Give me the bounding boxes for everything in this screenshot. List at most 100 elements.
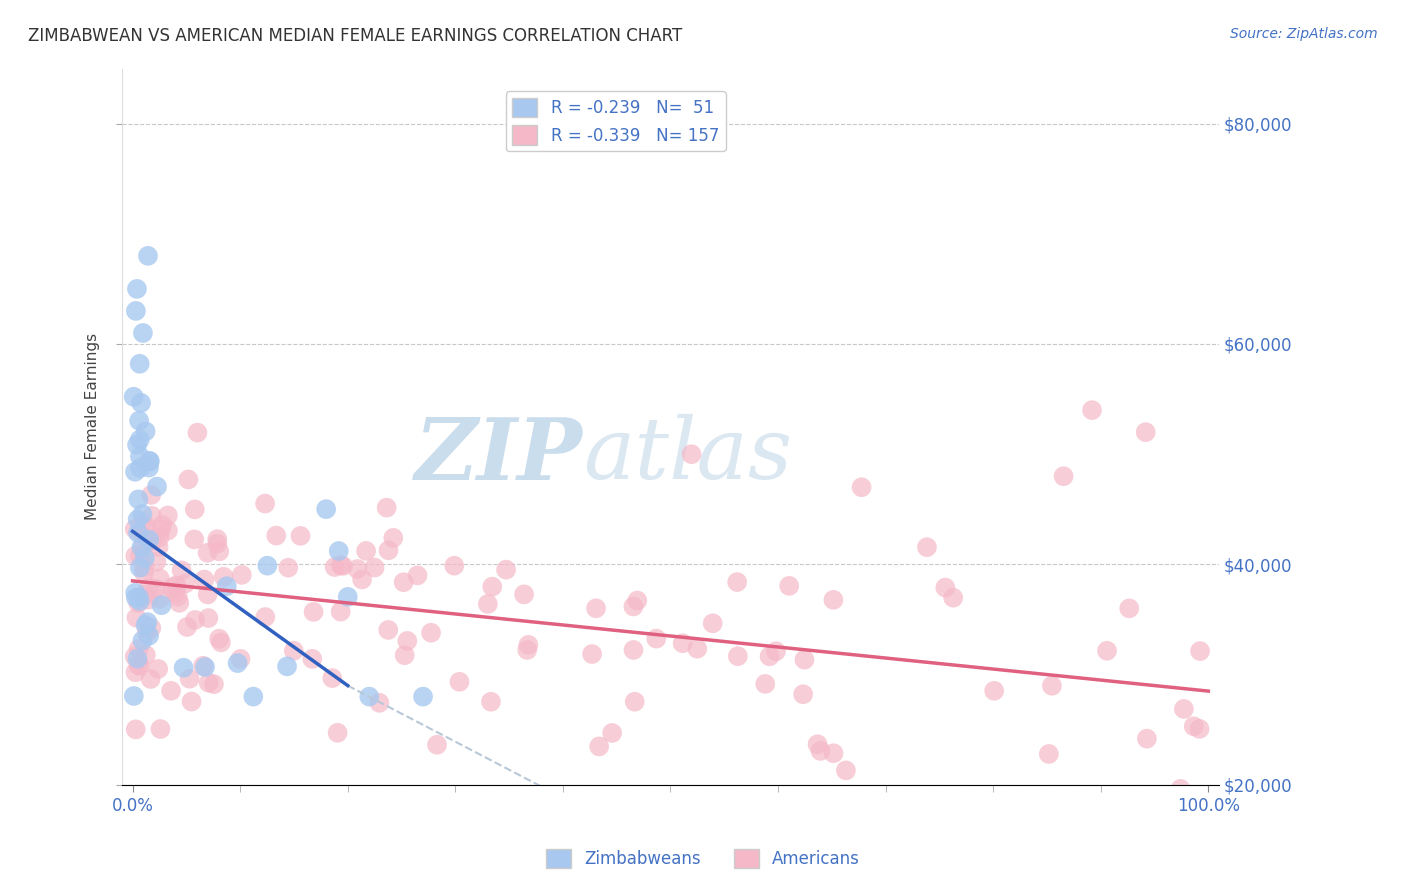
Point xyxy=(141,621,163,635)
Point xyxy=(329,605,352,619)
Point xyxy=(122,689,145,703)
Point xyxy=(122,390,145,404)
Point xyxy=(915,540,938,554)
Text: ZIMBABWEAN VS AMERICAN MEDIAN FEMALE EARNINGS CORRELATION CHART: ZIMBABWEAN VS AMERICAN MEDIAN FEMALE EAR… xyxy=(28,27,682,45)
Point xyxy=(1192,828,1215,842)
Point xyxy=(420,625,443,640)
Point xyxy=(124,549,146,563)
Point xyxy=(823,746,845,760)
Point xyxy=(600,726,623,740)
Point xyxy=(197,611,219,625)
Point xyxy=(754,677,776,691)
Point xyxy=(184,613,207,627)
Point xyxy=(129,658,152,673)
Point xyxy=(934,581,956,595)
Point xyxy=(1038,747,1060,761)
Point xyxy=(127,658,149,673)
Point xyxy=(124,586,146,600)
Point xyxy=(392,575,415,590)
Point xyxy=(131,516,153,531)
Point xyxy=(138,454,160,468)
Point xyxy=(226,656,249,670)
Point xyxy=(585,601,607,615)
Point xyxy=(138,460,160,475)
Point xyxy=(135,625,157,640)
Point xyxy=(197,587,219,601)
Point xyxy=(128,357,150,371)
Point xyxy=(623,643,645,657)
Point xyxy=(328,544,350,558)
Point xyxy=(368,696,391,710)
Point xyxy=(229,652,252,666)
Point xyxy=(377,623,399,637)
Point xyxy=(754,844,776,858)
Point xyxy=(686,641,709,656)
Point xyxy=(134,588,156,602)
Point xyxy=(254,610,277,624)
Point xyxy=(835,764,858,778)
Point xyxy=(128,594,150,608)
Point xyxy=(207,532,229,546)
Point xyxy=(208,632,231,646)
Point xyxy=(148,591,170,606)
Point xyxy=(354,544,377,558)
Point xyxy=(177,472,200,486)
Point xyxy=(129,549,152,563)
Point xyxy=(127,512,149,526)
Point xyxy=(581,647,603,661)
Point xyxy=(1170,781,1192,796)
Point xyxy=(516,643,538,657)
Point xyxy=(256,558,278,573)
Point xyxy=(942,591,965,605)
Point xyxy=(702,616,724,631)
Point xyxy=(127,651,149,665)
Point xyxy=(778,579,800,593)
Point xyxy=(156,508,179,523)
Point xyxy=(197,546,219,560)
Point xyxy=(149,722,172,736)
Point xyxy=(315,502,337,516)
Point xyxy=(1182,719,1205,733)
Point xyxy=(145,555,167,569)
Point xyxy=(128,591,150,605)
Point xyxy=(134,560,156,574)
Point xyxy=(725,575,748,590)
Point xyxy=(1095,644,1118,658)
Point xyxy=(128,560,150,574)
Point xyxy=(125,282,148,296)
Point xyxy=(141,508,163,523)
Point xyxy=(254,497,277,511)
Point xyxy=(170,563,193,577)
Point xyxy=(672,636,695,650)
Point xyxy=(135,648,157,662)
Point xyxy=(765,644,787,658)
Legend: R = -0.239   N=  51, R = -0.339   N= 157: R = -0.239 N= 51, R = -0.339 N= 157 xyxy=(506,91,725,152)
Point xyxy=(148,531,170,545)
Point xyxy=(149,523,172,537)
Point xyxy=(321,671,343,685)
Point xyxy=(396,634,419,648)
Point xyxy=(135,425,157,439)
Point xyxy=(148,540,170,554)
Point xyxy=(184,502,207,516)
Point xyxy=(517,638,540,652)
Text: ZIP: ZIP xyxy=(415,414,582,497)
Point xyxy=(681,447,703,461)
Point xyxy=(346,562,368,576)
Point xyxy=(588,739,610,754)
Point xyxy=(209,635,232,649)
Point xyxy=(283,644,305,658)
Point xyxy=(202,677,225,691)
Point xyxy=(125,611,148,625)
Point xyxy=(125,591,148,605)
Y-axis label: Median Female Earnings: Median Female Earnings xyxy=(86,333,100,520)
Point xyxy=(127,525,149,540)
Point xyxy=(479,695,502,709)
Point xyxy=(127,492,149,507)
Point xyxy=(793,653,815,667)
Point xyxy=(129,450,152,464)
Point xyxy=(276,659,298,673)
Point xyxy=(626,593,648,607)
Point xyxy=(186,425,208,440)
Point xyxy=(180,694,202,708)
